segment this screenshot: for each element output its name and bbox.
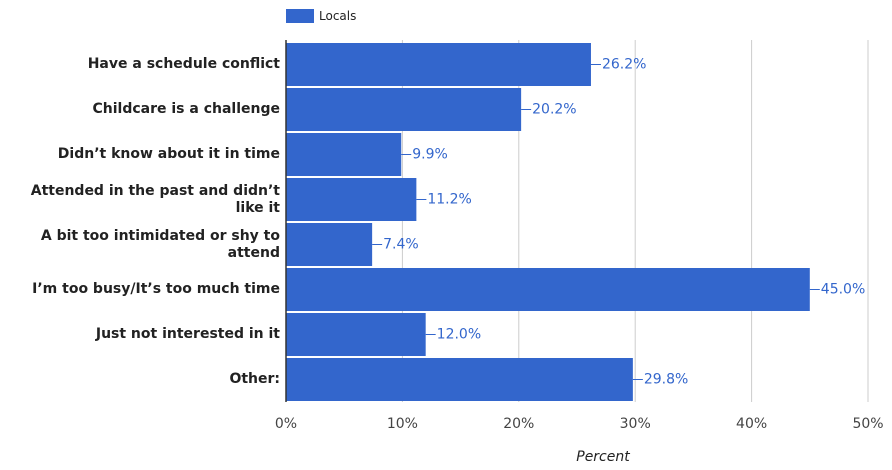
bar [286,313,426,356]
y-tick-label: Just not interested in it [4,312,280,357]
bar [286,88,522,131]
value-label: 12.0% [437,327,481,343]
x-tick-label: 40% [736,416,767,432]
x-tick-label: 0% [275,416,297,432]
legend-label: Locals [319,9,356,23]
y-tick-label: Childcare is a challenge [4,87,281,132]
value-label: 26.2% [602,57,646,73]
category-text: Just not interested in it [95,326,280,342]
value-label: 9.9% [412,147,448,163]
y-tick-label: A bit too intimidated or shy to attend [4,222,280,267]
bar [286,358,633,401]
legend-swatch [286,9,314,23]
y-tick-label: Attended in the past and didn’t like it [4,177,280,222]
value-label: 45.0% [821,282,865,298]
category-text: A bit too intimidated or shy to attend [40,227,280,261]
value-label: 20.2% [532,102,576,118]
y-tick-label: Other: [4,357,280,402]
category-text: I’m too busy/It’s too much time [32,281,280,297]
x-tick-label: 20% [503,416,534,432]
x-axis-title: Percent [576,449,630,465]
category-text: Have a schedule conflict [87,56,280,72]
category-text: Other: [229,371,280,387]
bar [286,178,417,221]
bar [286,268,810,311]
value-label: 7.4% [383,237,419,253]
category-text: Didn’t know about it in time [57,146,280,162]
category-text: Childcare is a challenge [92,101,281,117]
x-tick-label: 10% [387,416,418,432]
bar [286,133,402,176]
category-text: Attended in the past and didn’t like it [30,182,280,216]
y-tick-label: Have a schedule conflict [4,42,280,87]
bar [286,43,591,86]
x-tick-label: 30% [620,416,651,432]
bar [286,223,373,266]
value-label: 29.8% [644,372,688,388]
y-tick-label: I’m too busy/It’s too much time [4,267,280,312]
x-tick-label: 50% [852,416,883,432]
y-tick-label: Didn’t know about it in time [4,132,280,177]
value-label: 11.2% [427,192,471,208]
